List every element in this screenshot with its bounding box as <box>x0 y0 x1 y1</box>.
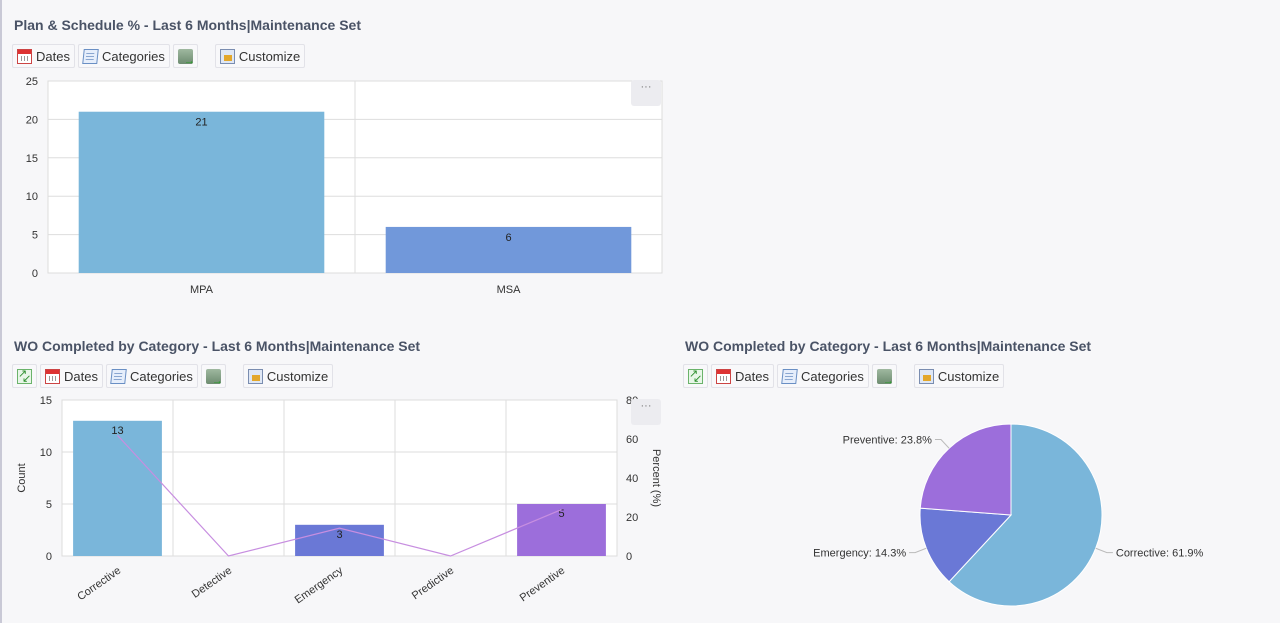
x-tick-label: MPA <box>190 284 214 296</box>
data-label: 13 <box>111 425 123 437</box>
panel3-customize-label: Customize <box>937 368 1000 384</box>
panel1-customize-button[interactable]: Customize <box>214 44 306 68</box>
panel2-dates-label: Dates <box>64 368 98 384</box>
y2-tick-label: 0 <box>626 551 632 563</box>
panel2-dates-button[interactable]: Dates <box>40 364 103 388</box>
x-tick-label: Corrective <box>75 565 123 604</box>
y-tick-label: 10 <box>26 191 38 203</box>
panel2-chart-menu-button[interactable]: ··· <box>631 399 661 425</box>
x-tick-label: Detective <box>190 565 234 601</box>
panel3-categories-label: Categories <box>800 368 864 384</box>
chart-wo-by-category-bar: 051015020406080CountPercent (%)13Correct… <box>16 395 662 606</box>
bar-preventive <box>517 504 606 556</box>
expand-icon <box>17 367 32 385</box>
export-icon <box>205 368 223 387</box>
document-icon <box>110 368 127 384</box>
panel2-customize-label: Customize <box>266 368 329 384</box>
pie-label: Preventive: 23.8% <box>843 434 932 446</box>
data-label: 3 <box>336 529 342 541</box>
panel2-title: WO Completed by Category - Last 6 Months… <box>14 338 421 354</box>
data-label: 5 <box>558 508 564 520</box>
panel3-expand-button[interactable] <box>683 364 708 388</box>
panel1-export-button[interactable] <box>172 44 198 68</box>
panel2-export-button[interactable] <box>200 364 226 388</box>
panel2-categories-button[interactable]: Categories <box>105 364 198 388</box>
y-tick-label: 0 <box>46 551 52 563</box>
pie-label: Corrective: 61.9% <box>1116 548 1204 560</box>
calendar-icon <box>716 368 731 384</box>
pie-label: Emergency: 14.3% <box>813 548 906 560</box>
calendar-icon <box>45 368 60 384</box>
percent-line <box>117 434 562 557</box>
y-tick-label: 5 <box>46 499 52 511</box>
pie-connector <box>934 438 950 449</box>
y2-tick-label: 20 <box>626 512 638 524</box>
document-icon <box>82 48 99 64</box>
bar-msa <box>385 226 632 273</box>
panel3-customize-button[interactable]: Customize <box>913 364 1005 388</box>
panel3-dates-label: Dates <box>735 368 769 384</box>
left-edge-divider <box>0 0 2 623</box>
pie-slice-emergency <box>919 507 1013 583</box>
panel2-categories-label: Categories <box>129 368 193 384</box>
customize-icon <box>247 368 263 384</box>
chart-wo-by-category-pie: Corrective: 61.9% Emergency: 14.3% Prevent… <box>813 423 1204 607</box>
y-tick-label: 0 <box>32 268 38 280</box>
pie-slice-corrective <box>948 423 1103 607</box>
panel1-chart-menu-button[interactable]: ··· <box>631 80 661 106</box>
y-tick-label: 25 <box>26 76 38 88</box>
panel2-toolbar: Dates Categories Customize <box>12 364 336 388</box>
y-tick-label: 15 <box>26 153 38 165</box>
y-tick-label: 20 <box>26 114 38 126</box>
customize-icon <box>219 48 235 64</box>
panel3-categories-button[interactable]: Categories <box>776 364 869 388</box>
expand-icon <box>688 367 703 385</box>
panel1-title: Plan & Schedule % - Last 6 Months|Mainte… <box>14 17 361 33</box>
chart-plan-schedule: 0 5 10 15 20 25 21 MPA 6 MSA <box>26 76 663 296</box>
panel1-dates-label: Dates <box>36 48 70 64</box>
calendar-icon <box>17 48 32 64</box>
y-tick-label: 10 <box>40 447 52 459</box>
y-tick-label: 15 <box>40 395 52 407</box>
panel1-dates-button[interactable]: Dates <box>12 44 75 68</box>
data-label: 6 <box>505 232 511 244</box>
panel3-export-button[interactable] <box>871 364 897 388</box>
x-tick-label: Emergency <box>293 564 346 606</box>
panel1-customize-label: Customize <box>238 48 301 64</box>
x-tick-label: Preventive <box>518 565 567 605</box>
pie-connector <box>1095 547 1113 554</box>
panel1-categories-label: Categories <box>101 48 165 64</box>
panel2-expand-button[interactable] <box>12 364 37 388</box>
export-icon <box>177 48 195 67</box>
x-tick-label: Predictive <box>410 565 456 603</box>
panel1-categories-button[interactable]: Categories <box>77 44 170 68</box>
panel3-title: WO Completed by Category - Last 6 Months… <box>685 338 1092 354</box>
panel3-dates-button[interactable]: Dates <box>711 364 774 388</box>
y-tick-label: 5 <box>32 230 38 242</box>
bar-mpa <box>78 111 325 273</box>
y2-axis-label: Percent (%) <box>650 449 662 507</box>
data-label: 21 <box>195 117 207 129</box>
bar-corrective <box>73 420 162 556</box>
y-axis-label: Count <box>16 463 28 492</box>
y2-tick-label: 40 <box>626 473 638 485</box>
bar-emergency <box>295 524 384 556</box>
pie-connector <box>909 547 927 554</box>
x-tick-label: MSA <box>497 284 522 296</box>
panel1-toolbar: Dates Categories Customize <box>12 44 308 68</box>
y2-tick-label: 60 <box>626 434 638 446</box>
document-icon <box>781 368 798 384</box>
export-icon <box>876 368 894 387</box>
panel2-customize-button[interactable]: Customize <box>242 364 334 388</box>
customize-icon <box>918 368 934 384</box>
panel3-toolbar: Dates Categories Customize <box>683 364 1007 388</box>
pie-slice-preventive <box>919 423 1012 516</box>
